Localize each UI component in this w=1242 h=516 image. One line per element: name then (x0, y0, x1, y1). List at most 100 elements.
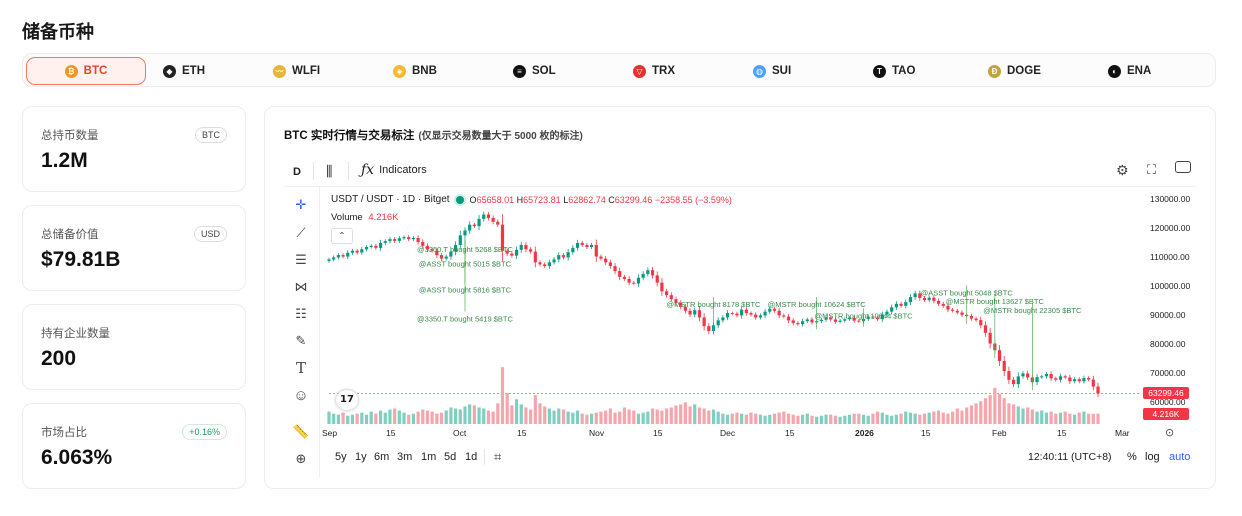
range-button-6m[interactable]: 6m (374, 451, 390, 463)
volume-bar (711, 409, 716, 424)
candle-body (688, 310, 692, 315)
volume-bar (974, 403, 978, 424)
coin-tab-bnb[interactable]: ◈ BNB (393, 58, 437, 84)
candle-body (378, 242, 383, 248)
crosshair-icon[interactable]: ✛ (295, 197, 307, 212)
range-button-1y[interactable]: 1y (355, 451, 367, 463)
clock-timezone[interactable]: 12:40:11 (UTC+8) (1028, 451, 1112, 463)
range-button-5d[interactable]: 5d (444, 451, 457, 463)
camera-icon[interactable] (1175, 161, 1191, 173)
indicators-button[interactable]: ƒx Indicators (361, 162, 427, 178)
candle-body (1016, 376, 1020, 385)
coin-tab-tao[interactable]: T TAO (873, 58, 915, 84)
coin-tab-eth[interactable]: ◆ ETH (163, 58, 205, 84)
candle-body (800, 321, 805, 325)
settings-gear-icon[interactable]: ⚙ (1116, 162, 1129, 178)
coin-tab-ena[interactable]: ◐ ENA (1108, 58, 1151, 84)
volume-bar (861, 414, 866, 424)
page-title: 储备币种 (22, 22, 94, 42)
volume-bar (505, 393, 509, 424)
projection-icon[interactable]: ☷ (295, 306, 307, 321)
candle-body (1049, 374, 1053, 379)
coin-tab-sol[interactable]: ≡ SOL (513, 58, 556, 84)
candle-body (772, 308, 777, 311)
ruler-icon[interactable]: 📏 (292, 424, 310, 439)
candle-body (693, 310, 697, 315)
range-button-1m[interactable]: 1m (421, 451, 437, 463)
candle-body (496, 221, 500, 225)
candle-body (782, 315, 786, 317)
brush-icon[interactable]: ✎ (295, 333, 307, 348)
candle-body (547, 262, 551, 267)
interval-button[interactable]: D (293, 166, 301, 178)
candle-body (463, 230, 467, 236)
tradingview-logo-icon[interactable]: 𝟭𝟳 (336, 390, 358, 410)
volume-bar (763, 415, 767, 424)
candle-body (350, 250, 355, 253)
y-tick-label: 90000.00 (1150, 310, 1186, 320)
range-button-5y[interactable]: 5y (335, 451, 347, 463)
candle-body (618, 271, 622, 277)
bitcoin-icon: ₿ (64, 64, 78, 78)
candle-body (585, 244, 589, 247)
candle-body (580, 242, 584, 245)
candle-body (941, 303, 945, 306)
volume-bar (402, 412, 406, 424)
candle-body (1077, 379, 1081, 382)
date-range-calendar-icon[interactable]: ⌗ (494, 449, 502, 464)
range-button-1d[interactable]: 1d (465, 451, 478, 463)
coin-tab-doge[interactable]: Ð DOGE (988, 58, 1041, 84)
fib-retracement-icon[interactable]: ☰ (295, 252, 307, 267)
candle-body (369, 245, 373, 247)
volume-bar (683, 402, 687, 424)
volume-bar (641, 412, 645, 424)
coin-tab-trx[interactable]: ▽ TRX (633, 58, 675, 84)
candle-body (435, 250, 439, 256)
candle-body (613, 266, 617, 272)
candle-body (796, 322, 800, 325)
candle-style-icon[interactable]: ⫼ (326, 163, 333, 179)
x-tick-label: 15 (921, 428, 931, 438)
text-tool-icon[interactable]: T (295, 359, 306, 377)
pattern-icon[interactable]: ⋈ (294, 279, 308, 294)
volume-bar (468, 404, 472, 424)
last-price-tag: 63299.46 (1143, 387, 1189, 399)
bnb-icon: ◈ (393, 64, 406, 78)
fullscreen-icon[interactable]: ⛶ (1147, 162, 1157, 177)
x-tick-label: Dec (720, 428, 736, 438)
volume-bar (510, 405, 514, 424)
volume-bar (571, 412, 575, 424)
volume-bar (847, 414, 852, 424)
volume-bar (435, 413, 439, 424)
volume-bar (449, 407, 453, 424)
candle-body (566, 252, 570, 258)
candle-body (1011, 379, 1016, 385)
wlfi-icon: 〰 (273, 64, 286, 78)
volume-bar (336, 414, 340, 424)
percent-scale-toggle[interactable]: % (1127, 451, 1137, 463)
candle-body (1063, 376, 1067, 378)
candle-body (702, 317, 706, 327)
candle-body (533, 251, 537, 263)
coin-tab-sui[interactable]: ◍ SUI (753, 58, 791, 84)
coin-tab-label: DOGE (1007, 65, 1041, 77)
coin-tab-label: ENA (1127, 65, 1152, 77)
goto-realtime-icon[interactable]: ⊙ (1165, 427, 1175, 439)
candle-body (538, 262, 542, 265)
volume-bar (454, 408, 458, 424)
candle-body (665, 291, 669, 296)
collapse-legend-button[interactable]: ⌃ (331, 228, 353, 244)
coin-tab-btc[interactable]: ₿ BTC (26, 57, 146, 85)
volume-value: 4.216K (368, 212, 399, 223)
coin-tab-wlfi[interactable]: 〰 WLFI (273, 58, 320, 84)
volume-bar (646, 411, 650, 424)
log-scale-toggle[interactable]: log (1145, 451, 1160, 463)
trend-line-icon[interactable]: ⟋ (296, 225, 306, 240)
zoom-in-icon[interactable]: ⊕ (295, 451, 307, 466)
auto-scale-toggle[interactable]: auto (1169, 451, 1191, 463)
range-divider (484, 449, 485, 465)
candle-body (955, 310, 959, 313)
emoji-icon[interactable]: ☺ (293, 386, 309, 404)
range-button-3m[interactable]: 3m (397, 451, 413, 463)
